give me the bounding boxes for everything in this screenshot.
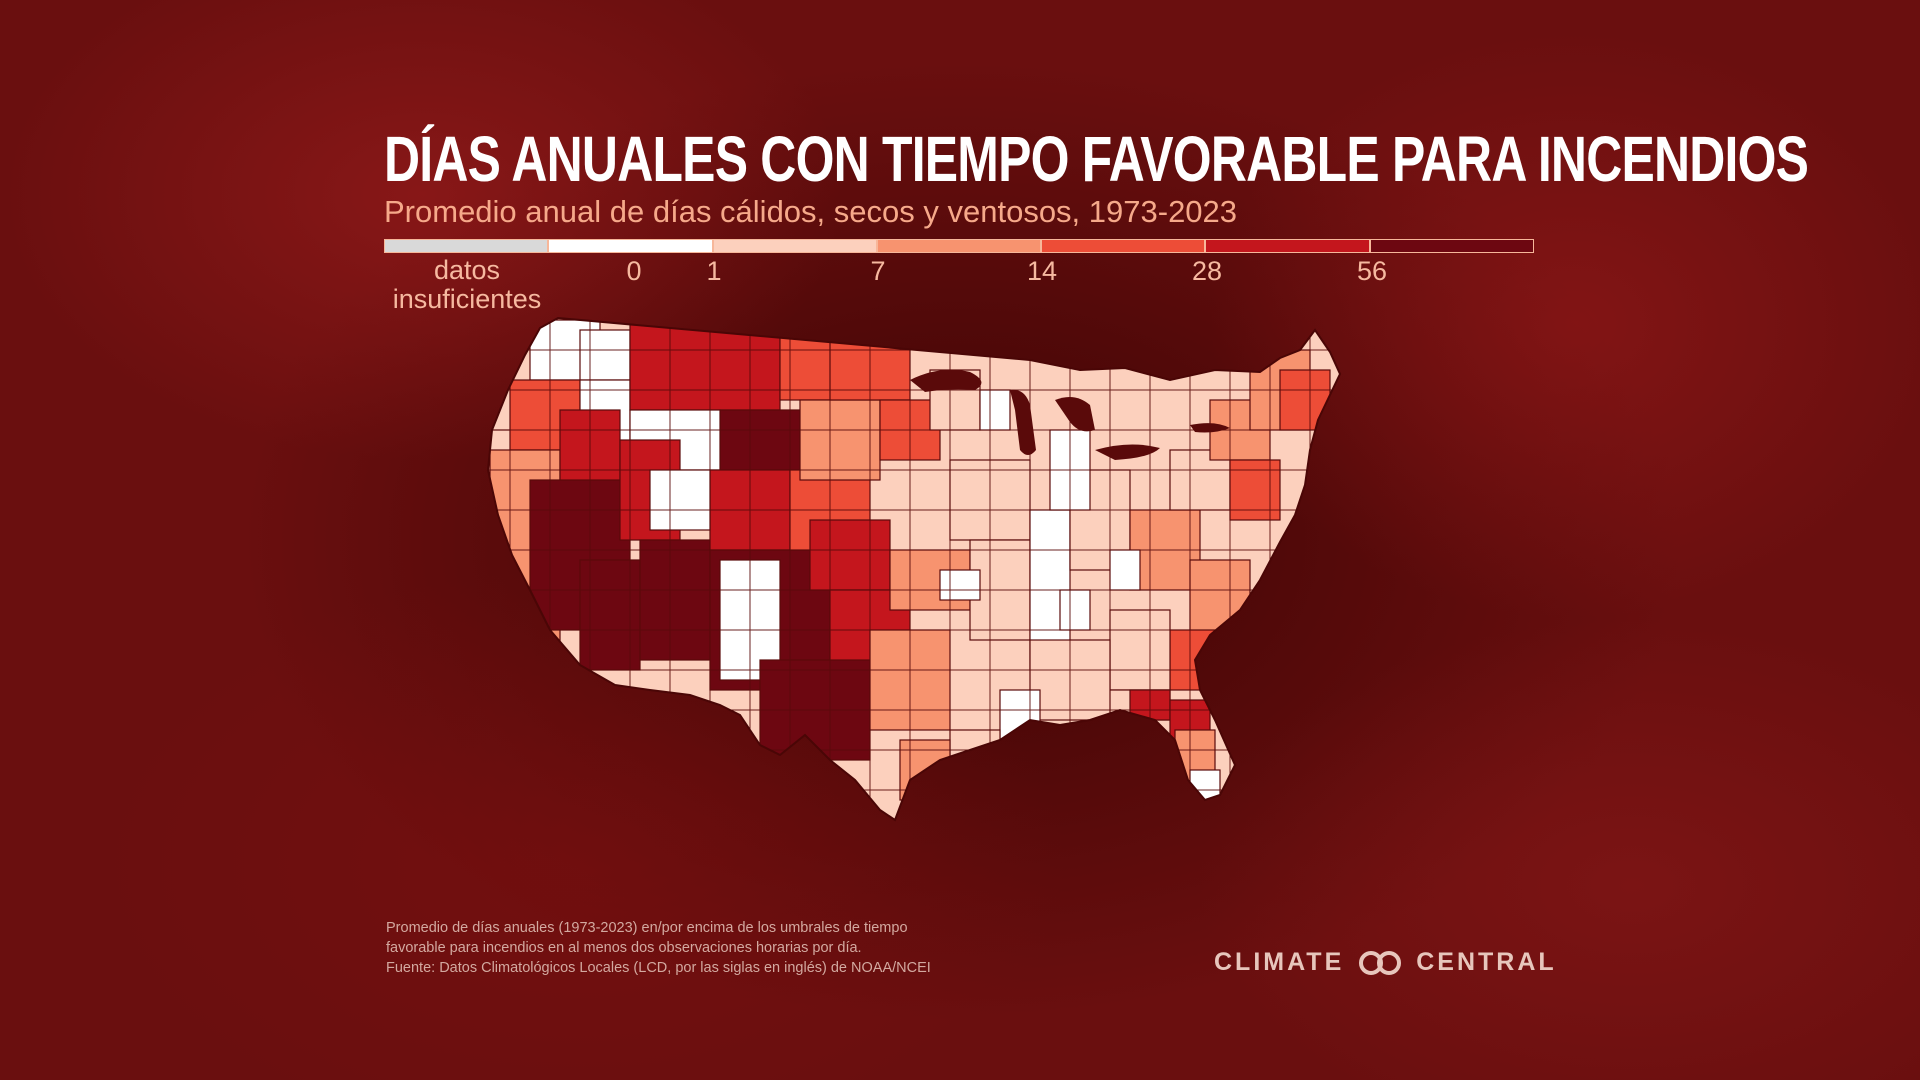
- legend-tick-28: 28: [1191, 256, 1223, 286]
- legend-bin-56-plus: [1369, 239, 1534, 253]
- infinity-circles-icon: [1359, 950, 1402, 975]
- legend-tick-14: 14: [1026, 256, 1058, 286]
- legend-tick-7: 7: [870, 256, 886, 286]
- footnote-line-1: Promedio de días anuales (1973-2023) en/…: [386, 920, 908, 936]
- legend-bin-0-1: [548, 239, 713, 253]
- legend-bin-14-28: [1041, 239, 1206, 253]
- brand-left-text: CLIMATE: [1214, 948, 1345, 976]
- legend-label-insufficient: datos insuficientes: [392, 255, 542, 314]
- brand-right-text: CENTRAL: [1416, 948, 1557, 976]
- us-county-map: [486, 316, 1342, 822]
- legend-tick-0: 0: [626, 256, 642, 286]
- legend-tick-56: 56: [1356, 256, 1388, 286]
- legend-colorbar: [384, 239, 1534, 253]
- legend-bin-28-56: [1205, 239, 1370, 253]
- legend-bin-7-14: [876, 239, 1042, 253]
- legend-bin-1-7: [712, 239, 877, 253]
- footnote-line-2: favorable para incendios en al menos dos…: [386, 940, 862, 956]
- footnote-line-3: Fuente: Datos Climatológicos Locales (LC…: [386, 960, 931, 976]
- page-title: DÍAS ANUALES CON TIEMPO FAVORABLE PARA I…: [384, 123, 1809, 195]
- legend-tick-1: 1: [706, 256, 722, 286]
- footnote: Promedio de días anuales (1973-2023) en/…: [386, 918, 1006, 978]
- page-subtitle: Promedio anual de días cálidos, secos y …: [384, 194, 1238, 229]
- brand-logo: CLIMATE CENTRAL: [1214, 948, 1557, 977]
- legend-bin-insufficient: [384, 239, 549, 253]
